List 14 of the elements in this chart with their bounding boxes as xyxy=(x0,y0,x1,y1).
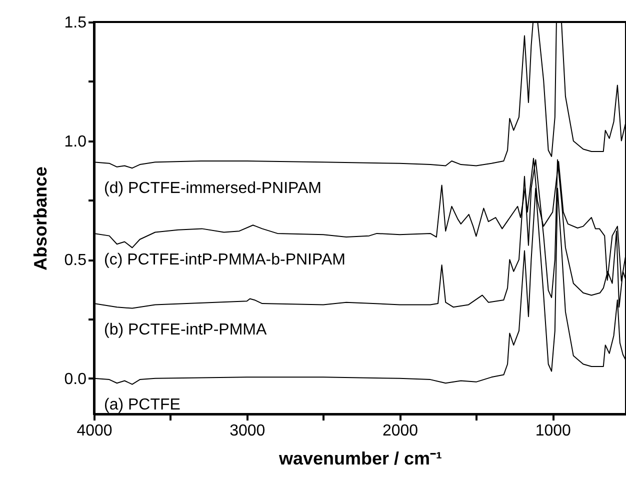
x-tick-label: 1000 xyxy=(535,422,572,440)
y-tick-label: 1.0 xyxy=(64,133,87,150)
series-label: (c) PCTFE-intP-PMMA-b-PNIPAM xyxy=(104,251,346,268)
x-tick-label: 3000 xyxy=(230,422,266,440)
series-label: (a) PCTFE xyxy=(104,396,180,414)
y-tick-label: 0.0 xyxy=(64,370,87,388)
y-axis-title: Absorbance xyxy=(30,166,50,271)
y-tick-label: 0.5 xyxy=(64,252,87,270)
y-tick-label: 1.5 xyxy=(64,14,87,32)
x-tick-label: 2000 xyxy=(382,422,418,440)
series-label: (b) PCTFE-intP-PMMA xyxy=(104,322,267,339)
x-axis-title: wavenumber / cm⁻¹ xyxy=(278,448,442,468)
series-label: (d) PCTFE-immersed-PNIPAM xyxy=(104,180,322,198)
x-tick-label: 4000 xyxy=(76,422,112,440)
